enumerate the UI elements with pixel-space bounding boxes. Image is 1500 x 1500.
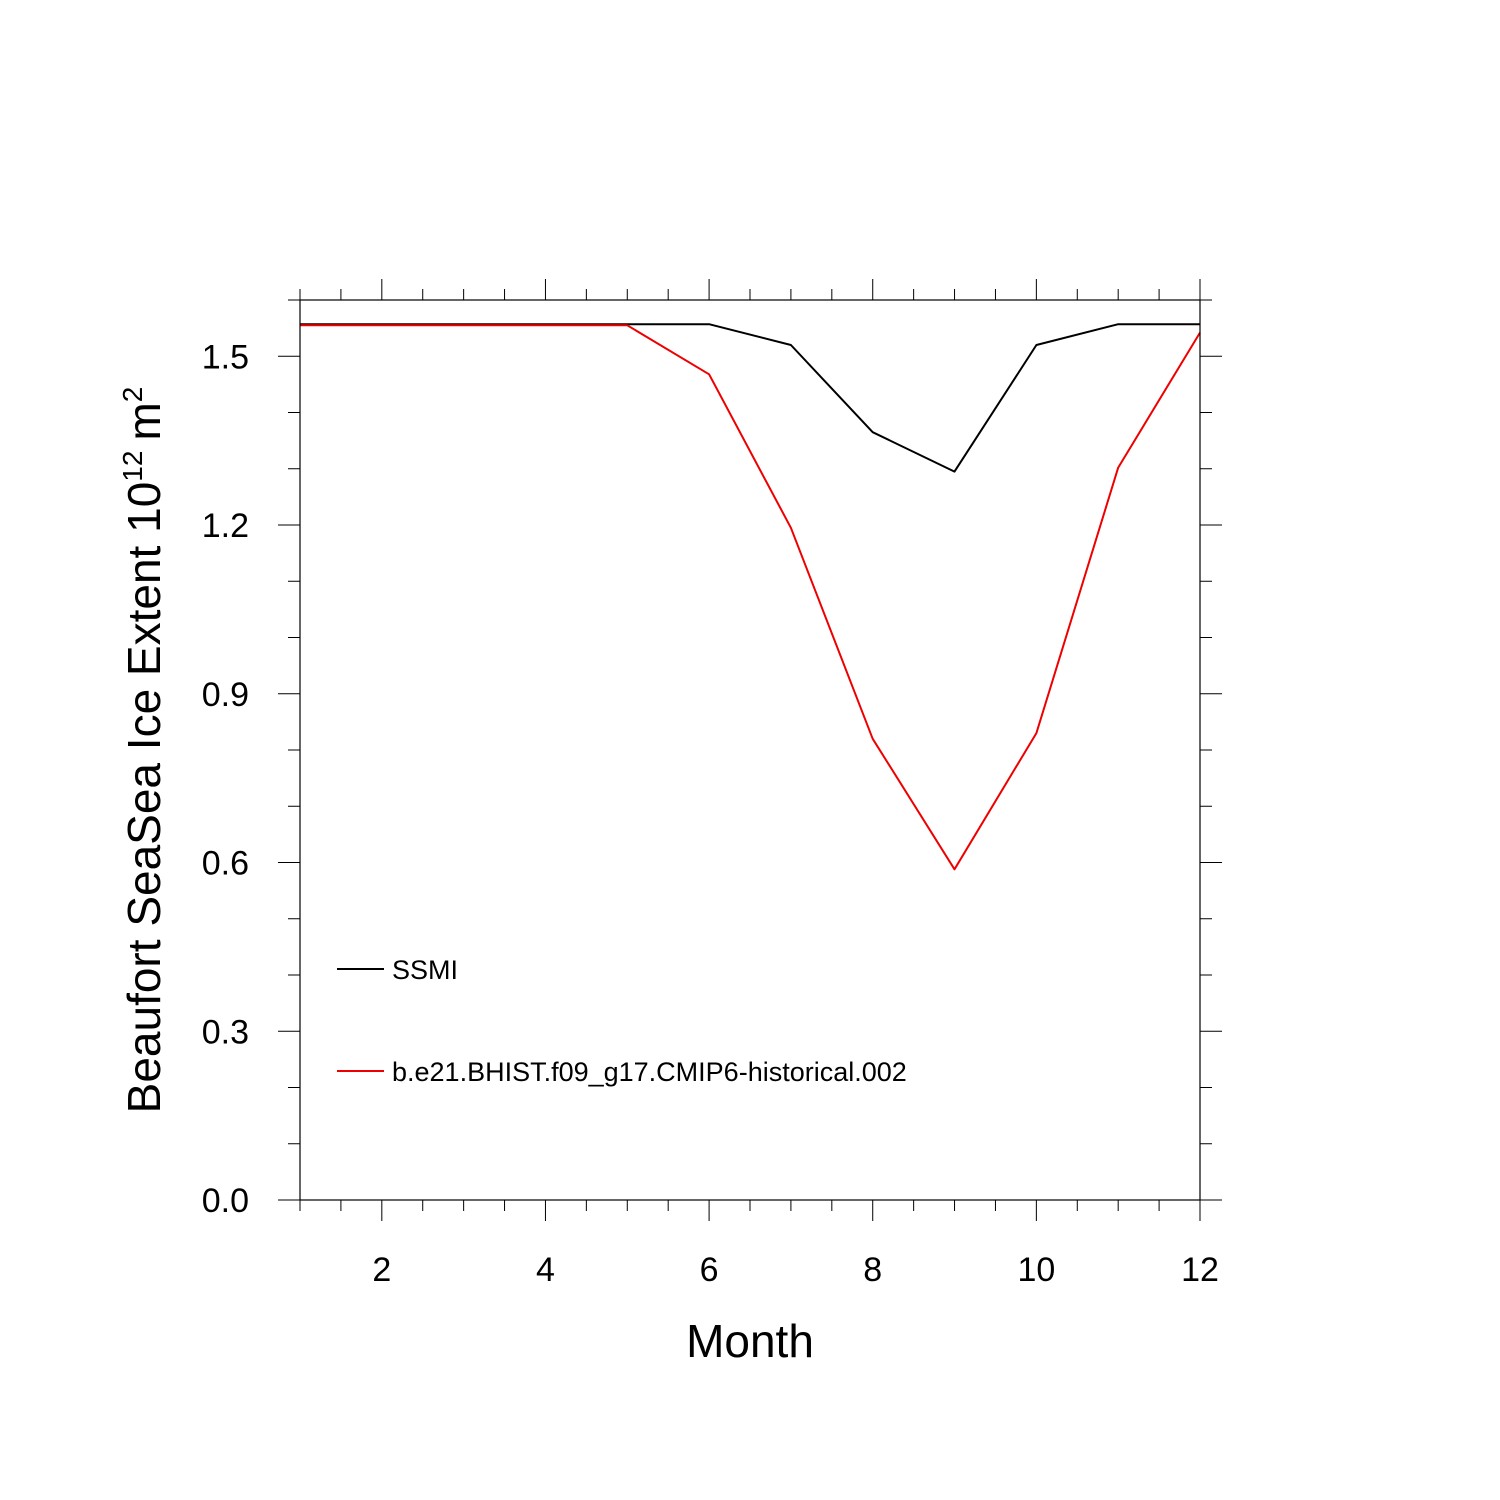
y-tick-label: 0.0 — [202, 1182, 249, 1220]
y-axis-title: Beaufort SeaSea Ice Extent 1012 m2 — [117, 387, 170, 1114]
y-tick-label: 0.9 — [202, 676, 249, 714]
x-tick-label: 12 — [1181, 1251, 1219, 1289]
series-line-cesm — [300, 324, 1201, 871]
x-tick-label: 6 — [700, 1251, 719, 1289]
legend-item-cesm: b.e21.BHIST.f09_g17.CMIP6-historical.002 — [337, 1057, 907, 1087]
x-axis-title: Month — [686, 1315, 814, 1367]
x-tick-label: 8 — [863, 1251, 882, 1289]
plot-frame — [299, 299, 1201, 1201]
y-tick-labels: 0.0 0.3 0.6 0.9 1.2 1.5 — [202, 338, 249, 1220]
legend: SSMI b.e21.BHIST.f09_g17.CMIP6-historica… — [337, 955, 907, 1087]
y-axis-title-unit-exponent: 2 — [117, 387, 148, 403]
y-axis-title-exponent: 12 — [117, 451, 148, 482]
legend-label-cesm: b.e21.BHIST.f09_g17.CMIP6-historical.002 — [392, 1057, 907, 1087]
x-tick-labels: 2 4 6 8 10 12 — [372, 1251, 1219, 1289]
x-tick-label: 10 — [1017, 1251, 1055, 1289]
y-tick-label: 1.5 — [202, 338, 249, 376]
legend-item-ssmi: SSMI — [337, 955, 458, 985]
data-series — [300, 323, 1201, 871]
y-tick-label: 0.3 — [202, 1013, 249, 1051]
x-tick-label: 2 — [372, 1251, 391, 1289]
x-tick-label: 4 — [536, 1251, 555, 1289]
y-tick-label: 1.2 — [202, 507, 249, 545]
legend-label-ssmi: SSMI — [392, 955, 458, 985]
axis-ticks — [278, 279, 1222, 1221]
y-tick-label: 0.6 — [202, 845, 249, 883]
series-line-ssmi — [300, 323, 1200, 473]
y-axis-title-unit: m — [118, 402, 170, 440]
y-axis-title-text: Beaufort SeaSea Ice Extent 10 — [118, 482, 170, 1114]
